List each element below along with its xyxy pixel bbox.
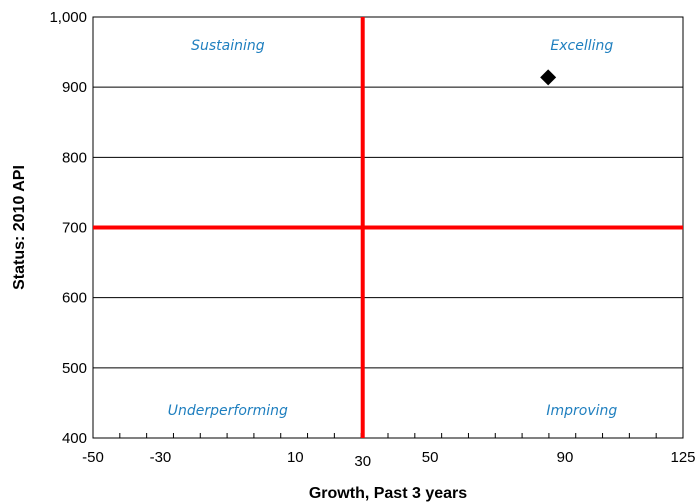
y-tick-label: 1,000 <box>49 9 87 26</box>
y-tick-label: 600 <box>62 290 87 307</box>
y-tick-label: 700 <box>62 220 87 237</box>
quadrant-label: Excelling <box>550 38 613 54</box>
y-tick-label: 500 <box>62 360 87 377</box>
reference-lines <box>93 17 683 438</box>
y-tick-label: 800 <box>62 149 87 166</box>
y-axis-title: Status: 2010 API <box>11 165 28 290</box>
quadrant-label: Improving <box>546 403 617 419</box>
x-tick-label: 125 <box>670 449 695 466</box>
x-tick-labels: -50 -30 10 30 50 90 125 <box>82 449 695 470</box>
x-tick-label: -30 <box>150 449 172 466</box>
y-tick-labels: 400 500 600 700 800 900 1,000 <box>49 9 87 447</box>
x-minor-ticks <box>92 433 684 438</box>
quadrant-labels: Sustaining Excelling Underperforming Improv… <box>168 38 618 419</box>
quadrant-label: Sustaining <box>191 38 265 54</box>
x-tick-label: 90 <box>557 449 574 466</box>
x-axis-title: Growth, Past 3 years <box>309 485 467 502</box>
y-tick-label: 900 <box>62 79 87 96</box>
data-points <box>540 69 557 86</box>
x-tick-label: 10 <box>287 449 304 466</box>
quadrant-label: Underperforming <box>168 403 288 419</box>
x-tick-label: -50 <box>82 449 104 466</box>
y-tick-label: 400 <box>62 430 87 447</box>
x-tick-label: 50 <box>422 449 439 466</box>
data-point-diamond <box>540 69 557 86</box>
x-tick-label: 30 <box>354 453 371 470</box>
